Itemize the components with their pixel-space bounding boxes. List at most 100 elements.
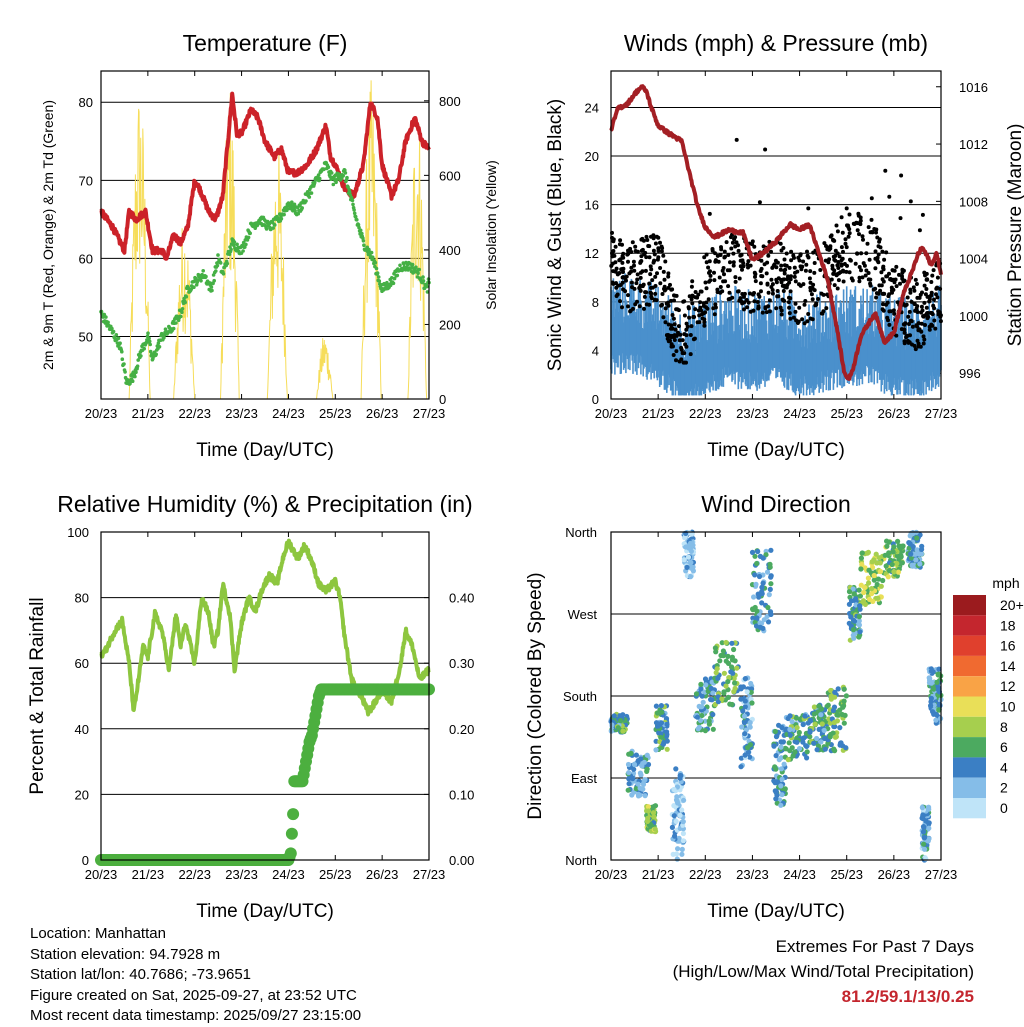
- gust-point: [684, 360, 688, 365]
- gust-point: [853, 261, 858, 266]
- gust-point: [613, 269, 618, 274]
- direction-point: [725, 679, 731, 685]
- gust-point: [915, 295, 920, 300]
- direction-point: [886, 539, 892, 545]
- dewpoint-point: [114, 333, 119, 337]
- gust-point: [704, 260, 709, 265]
- direction-point: [681, 797, 687, 803]
- direction-point: [677, 775, 683, 781]
- gust-point: [917, 228, 922, 233]
- direction-point: [857, 629, 863, 635]
- direction-point: [742, 698, 748, 704]
- legend-label: 2: [1000, 780, 1008, 796]
- y-tick-label: 40: [75, 722, 89, 737]
- gust-point: [767, 309, 772, 314]
- gust-point: [656, 255, 661, 260]
- dewpoint-point: [123, 370, 127, 374]
- legend-swatch: [953, 595, 986, 616]
- gust-point: [699, 289, 704, 294]
- direction-point: [658, 703, 665, 709]
- gust-point: [663, 320, 668, 325]
- gust-point: [789, 258, 794, 263]
- y-tick-label: 60: [75, 656, 89, 671]
- direction-point: [658, 734, 664, 741]
- gust-point: [630, 240, 635, 245]
- gust-point: [909, 319, 914, 324]
- legend-label: 16: [1000, 638, 1016, 654]
- gust-point: [847, 270, 852, 275]
- direction-point: [738, 764, 744, 770]
- dewpoint-point: [235, 242, 239, 247]
- direction-point: [811, 740, 817, 746]
- direction-point: [748, 680, 754, 687]
- gust-point: [787, 265, 792, 270]
- dewpoint-point: [120, 357, 125, 362]
- direction-point: [732, 680, 738, 686]
- gust-point: [915, 338, 920, 343]
- direction-point: [748, 689, 754, 695]
- dewpoint-point: [360, 231, 364, 236]
- dewpoint-point: [341, 174, 346, 178]
- direction-point: [814, 747, 820, 753]
- direction-point: [828, 687, 834, 694]
- gust-point: [894, 284, 899, 289]
- gust-point: [892, 311, 897, 316]
- gust-point: [713, 251, 717, 256]
- direction-point: [721, 690, 727, 696]
- dewpoint-point: [264, 227, 269, 231]
- gust-point: [614, 266, 619, 271]
- gust-point: [780, 283, 785, 288]
- dewpoint-point: [192, 285, 196, 290]
- gust-point: [827, 257, 832, 262]
- gust-point: [631, 259, 636, 264]
- y2-tick-label: 0: [439, 392, 446, 407]
- gust-point: [767, 298, 772, 303]
- direction-point: [738, 686, 744, 692]
- x-tick-label: 23/23: [736, 406, 769, 421]
- direction-point: [835, 712, 841, 718]
- gust-point: [687, 315, 692, 320]
- gust-point: [707, 279, 712, 284]
- gust-point: [626, 251, 631, 256]
- direction-point: [611, 713, 617, 719]
- gust-point: [923, 273, 927, 278]
- gust-point: [740, 267, 744, 272]
- gust-point: [925, 316, 930, 321]
- gust-point: [635, 299, 639, 304]
- gust-point: [626, 248, 630, 253]
- direction-point: [818, 712, 824, 718]
- gust-point: [688, 333, 693, 337]
- gust-point: [784, 251, 789, 256]
- gust-point: [703, 310, 708, 315]
- gust-point: [836, 278, 841, 283]
- gust-point: [640, 269, 645, 274]
- direction-point: [754, 560, 760, 567]
- dewpoint-point: [157, 345, 162, 349]
- dewpoint-point: [163, 327, 168, 332]
- direction-point: [883, 563, 889, 569]
- gust-point: [808, 280, 813, 285]
- direction-point: [738, 755, 745, 761]
- gust-point: [704, 286, 709, 291]
- x-tick-label: 25/23: [830, 406, 863, 421]
- direction-point: [720, 648, 727, 654]
- gust-point: [770, 291, 775, 296]
- y2-tick-label: 600: [439, 168, 461, 183]
- extremes-subtitle: (High/Low/Max Wind/Total Precipitation): [672, 962, 974, 981]
- gust-point: [881, 266, 886, 270]
- direction-point: [781, 761, 787, 767]
- gust-point: [932, 318, 937, 323]
- gust-point: [651, 248, 656, 253]
- direction-point: [858, 555, 865, 561]
- recent-text: Most recent data timestamp: 2025/09/27 2…: [30, 1007, 362, 1024]
- y2-tick-label: 1016: [959, 80, 988, 95]
- direction-point: [880, 577, 886, 584]
- direction-point: [725, 660, 732, 667]
- x-axis-label: Time (Day/UTC): [196, 440, 334, 461]
- y-axis-label: Direction (Colored By Speed): [525, 572, 546, 819]
- gust-point: [762, 262, 767, 267]
- direction-point: [787, 726, 793, 733]
- gust-point: [779, 312, 784, 317]
- gust-point: [834, 223, 839, 228]
- gust-point: [682, 313, 687, 318]
